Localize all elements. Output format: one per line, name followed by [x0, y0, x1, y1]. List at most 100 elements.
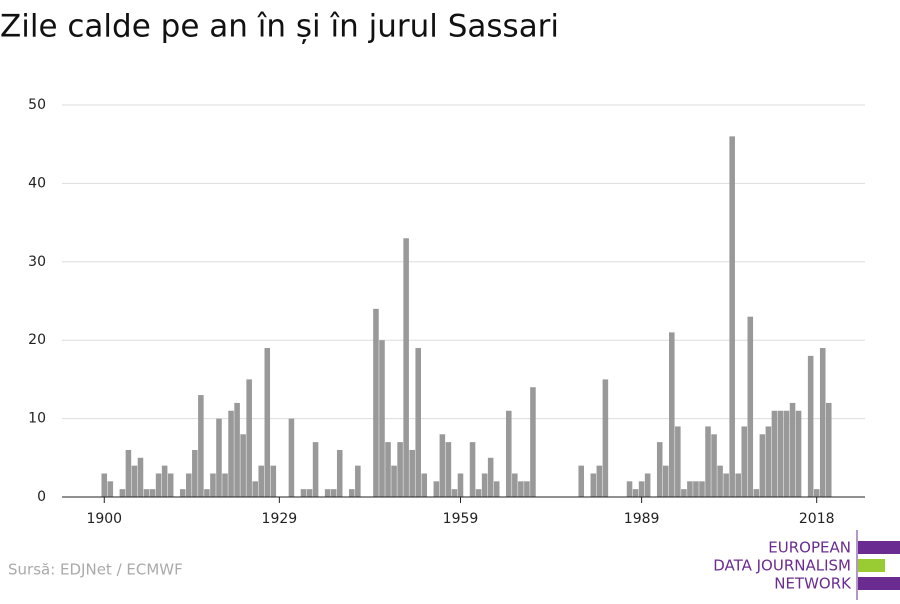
bar — [632, 489, 639, 497]
bar — [729, 136, 735, 498]
logo-text: NETWORK — [774, 575, 852, 593]
bar — [445, 442, 452, 497]
bar — [264, 348, 271, 497]
bar — [777, 410, 784, 497]
bar — [741, 426, 748, 497]
bar — [681, 489, 687, 497]
bar — [469, 442, 476, 497]
bar — [530, 387, 536, 497]
bar — [506, 410, 512, 497]
bar — [662, 465, 669, 497]
bar — [101, 473, 108, 497]
bar — [246, 379, 252, 497]
bar — [252, 481, 258, 497]
y-tick-label: 30 — [28, 254, 46, 270]
bar — [143, 489, 150, 497]
bar — [161, 465, 168, 497]
bar — [759, 434, 766, 497]
bar — [234, 402, 240, 497]
y-tick-label: 10 — [28, 411, 46, 427]
bar — [475, 489, 482, 497]
bar — [451, 489, 458, 497]
bar — [155, 473, 162, 497]
bar — [125, 449, 132, 497]
bar — [487, 457, 494, 497]
x-tick-label: 2018 — [799, 511, 835, 527]
bar — [373, 308, 379, 497]
bar — [735, 473, 741, 497]
bar — [753, 489, 760, 497]
bar — [415, 348, 421, 497]
bar — [656, 442, 663, 497]
bar — [300, 489, 307, 497]
bar — [403, 238, 409, 497]
bar — [324, 489, 331, 497]
bar — [699, 481, 705, 497]
bar — [747, 316, 754, 497]
bar — [198, 395, 204, 497]
bar — [825, 402, 832, 497]
bar — [222, 473, 228, 497]
bar — [813, 489, 820, 497]
y-tick-label: 0 — [37, 489, 46, 505]
bar — [240, 434, 246, 497]
bar — [493, 481, 500, 497]
y-tick-label: 20 — [28, 332, 46, 348]
bar — [590, 473, 597, 497]
bar — [355, 465, 361, 497]
bar — [481, 473, 488, 497]
bar — [795, 410, 802, 497]
bar — [288, 418, 295, 497]
bar — [131, 465, 138, 497]
bar — [306, 489, 313, 497]
y-tick-label: 50 — [28, 97, 46, 113]
bar — [433, 481, 440, 497]
chart-title: Zile calde pe an în și în jurul Sassari — [0, 9, 559, 45]
bar — [336, 449, 343, 497]
logo-text: EUROPEAN — [768, 539, 851, 557]
bar — [644, 473, 651, 497]
bar — [204, 489, 210, 497]
bar — [711, 434, 717, 497]
x-tick-label: 1929 — [262, 511, 298, 527]
bar — [638, 481, 645, 497]
bar — [409, 449, 415, 497]
bar — [717, 465, 723, 497]
bar — [439, 434, 446, 497]
bar — [258, 465, 265, 497]
bar — [385, 442, 391, 497]
bar — [705, 426, 711, 497]
bar — [379, 340, 385, 497]
bar — [771, 410, 778, 497]
bar — [723, 473, 729, 497]
bar — [626, 481, 633, 497]
bar — [186, 473, 192, 497]
logo-bar — [858, 541, 900, 554]
source: Sursă: EDJNet / ECMWF — [8, 561, 183, 579]
bar — [210, 473, 216, 497]
bar — [687, 481, 693, 497]
bar — [167, 473, 174, 497]
bar — [807, 355, 814, 497]
bar — [693, 481, 699, 497]
bar — [349, 489, 355, 497]
bar — [596, 465, 603, 497]
bar — [524, 481, 530, 497]
bar — [765, 426, 772, 497]
x-tick-label: 1900 — [86, 511, 122, 527]
bar — [669, 332, 675, 497]
bar — [228, 410, 234, 497]
bar — [783, 410, 790, 497]
bar — [518, 481, 524, 497]
bar — [675, 426, 681, 497]
bar — [512, 473, 518, 497]
bar — [819, 348, 826, 497]
bar — [270, 465, 277, 497]
bar — [578, 465, 585, 497]
bar — [149, 489, 156, 497]
bar — [391, 465, 397, 497]
bar — [330, 489, 337, 497]
bar — [137, 457, 144, 497]
logo-bar — [858, 559, 885, 572]
